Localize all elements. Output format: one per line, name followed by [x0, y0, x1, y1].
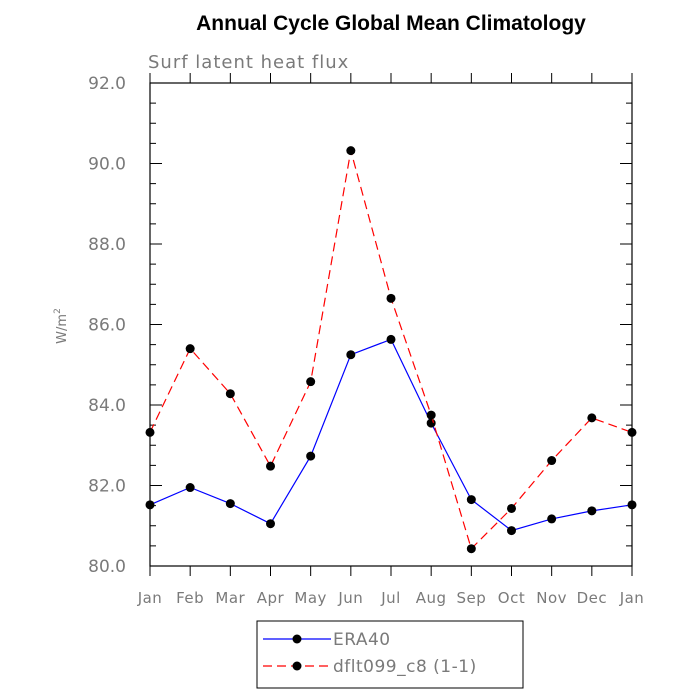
x-tick-label: Jan: [619, 589, 645, 607]
x-tick-label: Nov: [536, 589, 567, 607]
legend-marker-dflt099: [292, 661, 302, 671]
data-point: [627, 427, 637, 437]
series-layer: [145, 146, 637, 554]
y-tick-label: 92.0: [88, 74, 126, 94]
legend-marker-era40: [292, 634, 302, 644]
x-tick-label: Dec: [577, 589, 608, 607]
data-point: [266, 461, 275, 471]
legend: ERA40 dflt099_c8 (1-1): [256, 620, 524, 689]
x-tick-label: Mar: [215, 589, 245, 607]
y-tick-label: 90.0: [88, 155, 126, 175]
series-line: [149, 338, 633, 532]
series-era40: [145, 334, 637, 536]
data-point: [225, 389, 235, 399]
x-tick-labels: Jan Feb Mar Apr May Jun Jul Aug Sep Oct Nov Dec Jan: [137, 589, 645, 607]
data-point: [547, 456, 557, 466]
series-line: [149, 150, 633, 550]
data-point: [587, 413, 597, 423]
data-point: [386, 334, 396, 344]
x-tick-label: Jan: [137, 589, 163, 607]
x-tick-label: Sep: [456, 589, 486, 607]
y-tick-label: 88.0: [88, 235, 126, 255]
legend-label-dflt099: dflt099_c8 (1-1): [333, 657, 477, 677]
data-point: [306, 451, 316, 461]
data-point: [547, 514, 557, 524]
y-axis-label: W/m2: [53, 308, 70, 344]
data-point: [507, 526, 516, 536]
x-tick-label: Aug: [416, 589, 447, 607]
data-point: [185, 483, 195, 493]
data-point: [507, 503, 516, 513]
data-point: [225, 499, 235, 509]
x-tick-label: May: [294, 589, 327, 607]
data-point: [185, 344, 195, 354]
plot-frame: [149, 82, 633, 567]
y-tick-label: 84.0: [88, 396, 126, 416]
plot-axes: [149, 73, 633, 576]
data-point: [587, 506, 597, 516]
data-point: [346, 350, 356, 360]
x-tick-label: Jun: [337, 589, 363, 607]
x-tick-label: Jul: [380, 589, 401, 607]
y-tick-label: 82.0: [88, 477, 126, 497]
data-point: [426, 410, 436, 420]
y-tick-label: 86.0: [88, 316, 126, 336]
legend-box: [256, 620, 524, 689]
chart-subtitle: Surf latent heat flux: [148, 52, 349, 73]
data-point: [266, 519, 275, 529]
data-point: [426, 418, 436, 428]
y-tick-labels: 80.0 82.0 84.0 86.0 88.0 90.0 92.0: [88, 74, 126, 577]
data-point: [346, 146, 356, 156]
data-point: [466, 544, 476, 554]
data-point: [145, 500, 155, 510]
y-axis-label-superscript: 2: [53, 308, 63, 314]
data-point: [627, 500, 637, 510]
data-point: [306, 377, 316, 387]
data-point: [145, 427, 155, 437]
y-axis-label-base: W/m: [55, 314, 70, 344]
x-tick-label: Oct: [498, 589, 525, 607]
x-tick-label: Feb: [176, 589, 204, 607]
series-dflt099: [145, 146, 637, 554]
data-point: [466, 495, 476, 505]
chart-title: Annual Cycle Global Mean Climatology: [196, 12, 586, 35]
y-tick-label: 80.0: [88, 557, 126, 577]
legend-label-era40: ERA40: [333, 630, 391, 650]
data-point: [386, 293, 396, 303]
x-tick-label: Apr: [257, 589, 285, 607]
